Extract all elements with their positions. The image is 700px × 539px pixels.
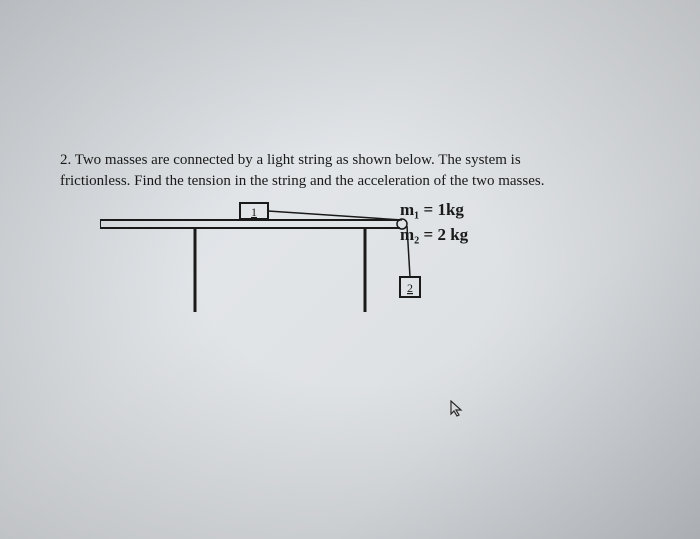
problem-number: 2. (60, 152, 71, 168)
mass-1-label: 1 (251, 205, 257, 219)
string-horizontal (268, 211, 402, 220)
mouse-cursor-icon (450, 400, 464, 423)
problem-line1: Two masses are connected by a light stri… (75, 152, 521, 168)
problem-line2: frictionless. Find the tension in the st… (60, 173, 544, 189)
problem-container: 2. Two masses are connected by a light s… (60, 150, 660, 342)
equation-m2: m₂ = 2 kg (400, 225, 468, 245)
diagram-svg: 1 2 (100, 202, 460, 342)
cursor-svg (450, 400, 464, 418)
mass-2-label: 2 (407, 281, 413, 295)
physics-diagram: 1 2 (100, 202, 460, 342)
problem-statement: 2. Two masses are connected by a light s… (60, 150, 660, 192)
equation-m1: m₁ = 1kg (400, 200, 464, 220)
